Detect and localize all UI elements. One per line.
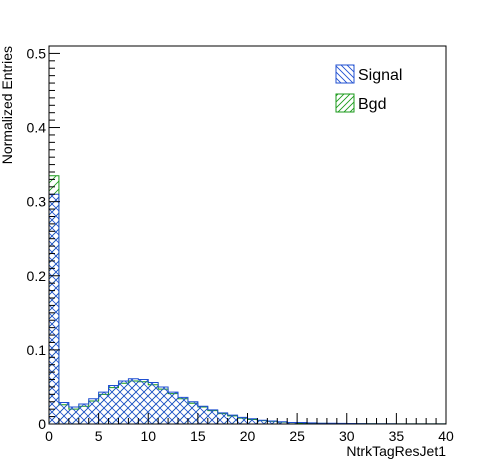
bin-signal-17 xyxy=(217,412,228,424)
y-tick-label: 0.2 xyxy=(27,268,47,284)
bin-signal-11 xyxy=(158,386,169,424)
bin-signal-19 xyxy=(237,417,248,424)
x-tick-label: 30 xyxy=(339,428,355,444)
bin-signal-13 xyxy=(178,397,188,424)
x-axis-title: NtrkTagResJet1 xyxy=(346,443,446,459)
x-tick-label: 20 xyxy=(240,428,256,444)
bin-signal-22 xyxy=(267,421,278,424)
bin-signal-1 xyxy=(58,402,69,424)
y-tick-label: 0.4 xyxy=(27,120,47,136)
bin-signal-15 xyxy=(197,406,208,424)
bin-signal-0 xyxy=(49,194,59,424)
bin-signal-8 xyxy=(128,378,139,424)
x-tick-label: 0 xyxy=(45,428,53,444)
bin-signal-21 xyxy=(257,420,268,424)
x-tick-label: 5 xyxy=(95,428,103,444)
y-tick-label: 0 xyxy=(38,416,46,432)
bin-signal-25 xyxy=(297,422,308,424)
bin-signal-3 xyxy=(78,403,89,424)
bin-signal-6 xyxy=(108,385,119,424)
legend-entry-bgd: Bgd xyxy=(335,93,386,113)
y-axis-title: Normalized Entries xyxy=(0,46,15,164)
legend-entry-signal: Signal xyxy=(335,64,402,84)
bin-signal-4 xyxy=(88,398,99,424)
bin-signal-26 xyxy=(307,422,317,424)
y-tick-label: 0.1 xyxy=(27,342,47,358)
bin-signal-16 xyxy=(207,409,218,424)
y-tick-label: 0.5 xyxy=(27,45,47,61)
bin-signal-12 xyxy=(168,392,179,424)
bin-signal-2 xyxy=(68,406,79,424)
y-axis: 0 0.1 0.2 0.3 0.4 0.5 xyxy=(27,45,60,432)
bin-signal-7 xyxy=(118,381,129,424)
x-tick-label: 10 xyxy=(140,428,156,444)
legend-label-bgd: Bgd xyxy=(358,96,386,113)
bin-signal-10 xyxy=(148,382,159,424)
bin-signal-14 xyxy=(187,401,198,424)
legend-label-signal: Signal xyxy=(358,67,402,84)
bin-signal-24 xyxy=(287,422,298,424)
legend-swatch-signal xyxy=(335,64,355,84)
outline-signal xyxy=(48,193,447,425)
bin-signal-9 xyxy=(138,379,149,424)
bin-signal-18 xyxy=(227,415,238,424)
y-tick-label: 0.3 xyxy=(27,194,47,210)
x-axis: 0 5 10 15 20 25 30 35 40 xyxy=(45,413,454,444)
x-tick-label: 40 xyxy=(438,428,454,444)
x-tick-label: 35 xyxy=(389,428,405,444)
signal-series xyxy=(48,193,447,425)
legend: Signal Bgd xyxy=(335,64,402,113)
bin-signal-5 xyxy=(98,392,109,424)
x-tick-label: 25 xyxy=(289,428,305,444)
x-tick-label: 15 xyxy=(190,428,206,444)
bin-signal-23 xyxy=(277,421,288,424)
bin-signal-20 xyxy=(247,418,258,424)
legend-swatch-bgd xyxy=(335,93,355,113)
